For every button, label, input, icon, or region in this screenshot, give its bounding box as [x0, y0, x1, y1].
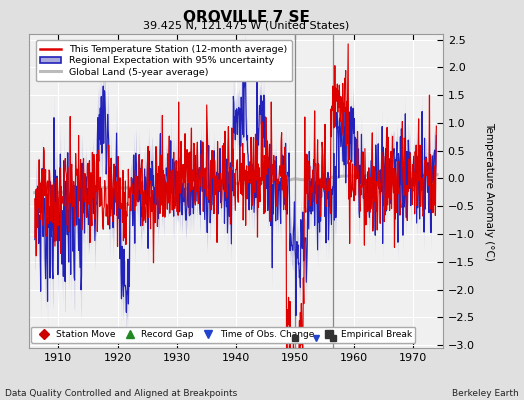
Text: Berkeley Earth: Berkeley Earth [452, 389, 519, 398]
Legend: Station Move, Record Gap, Time of Obs. Change, Empirical Break: Station Move, Record Gap, Time of Obs. C… [31, 327, 416, 343]
Text: OROVILLE 7 SE: OROVILLE 7 SE [183, 10, 310, 25]
Y-axis label: Temperature Anomaly (°C): Temperature Anomaly (°C) [484, 122, 494, 260]
Text: Data Quality Controlled and Aligned at Breakpoints: Data Quality Controlled and Aligned at B… [5, 389, 237, 398]
Text: 39.425 N, 121.475 W (United States): 39.425 N, 121.475 W (United States) [143, 20, 350, 30]
